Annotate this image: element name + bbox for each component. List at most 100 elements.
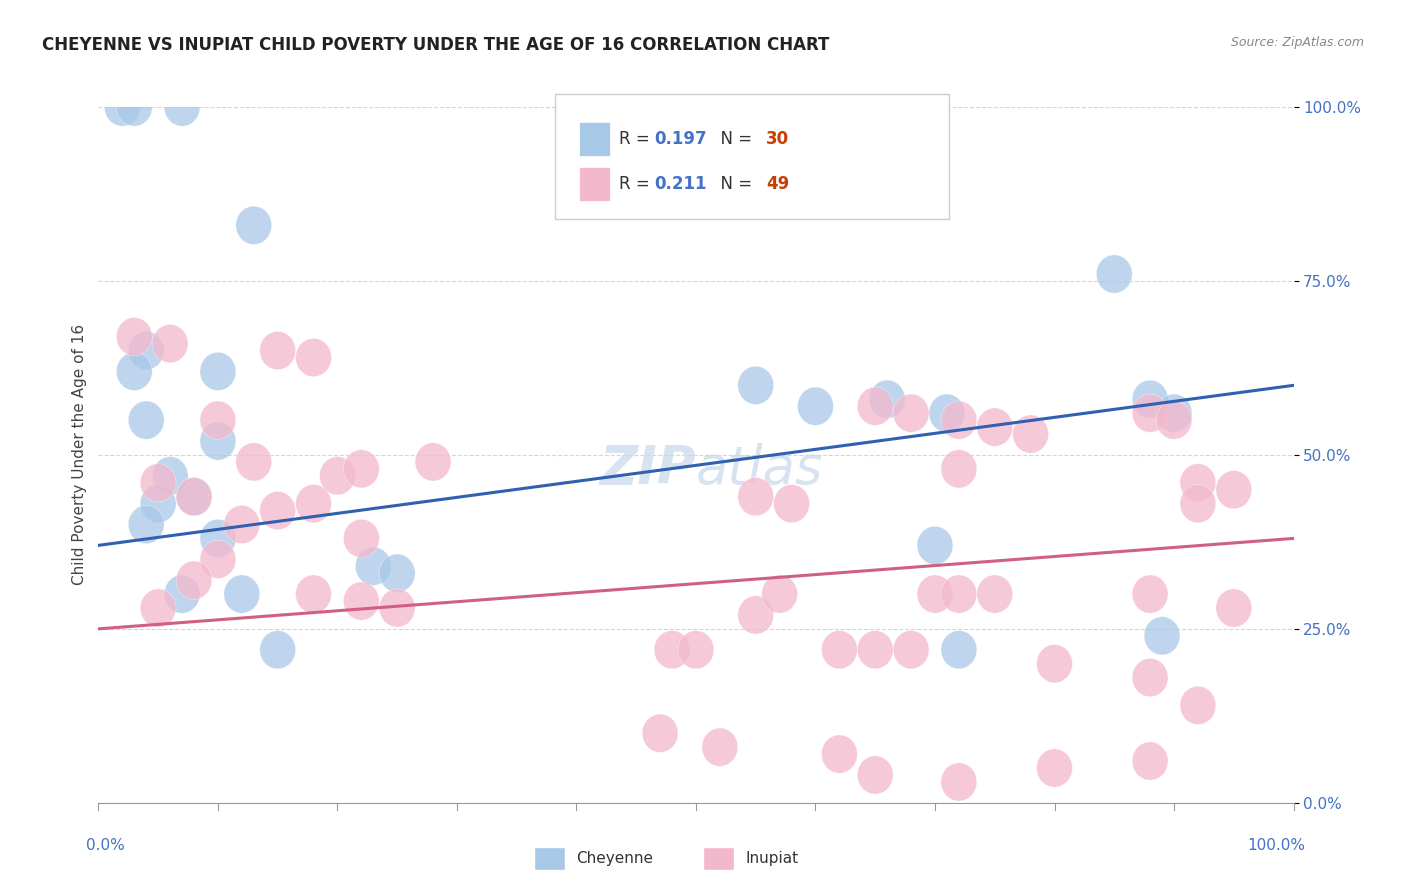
Text: atlas: atlas xyxy=(696,442,824,495)
Ellipse shape xyxy=(141,484,176,523)
Text: N =: N = xyxy=(710,130,758,148)
Text: 0.197: 0.197 xyxy=(654,130,706,148)
Ellipse shape xyxy=(224,506,260,543)
Ellipse shape xyxy=(1097,255,1132,293)
Ellipse shape xyxy=(977,575,1012,613)
Ellipse shape xyxy=(1144,616,1180,655)
Ellipse shape xyxy=(738,596,773,634)
Ellipse shape xyxy=(343,519,380,558)
Ellipse shape xyxy=(1132,575,1168,613)
Ellipse shape xyxy=(1132,742,1168,780)
Ellipse shape xyxy=(797,387,834,425)
Ellipse shape xyxy=(117,88,152,126)
Ellipse shape xyxy=(200,519,236,558)
Ellipse shape xyxy=(654,631,690,669)
Ellipse shape xyxy=(1216,471,1251,508)
Ellipse shape xyxy=(941,575,977,613)
Ellipse shape xyxy=(869,380,905,418)
Ellipse shape xyxy=(1180,464,1216,502)
Ellipse shape xyxy=(200,401,236,439)
Ellipse shape xyxy=(380,554,415,592)
Ellipse shape xyxy=(762,575,797,613)
Ellipse shape xyxy=(643,714,678,752)
Ellipse shape xyxy=(104,88,141,126)
Text: 30: 30 xyxy=(766,130,789,148)
Ellipse shape xyxy=(858,756,893,794)
Ellipse shape xyxy=(821,631,858,669)
Ellipse shape xyxy=(678,631,714,669)
Ellipse shape xyxy=(917,575,953,613)
Ellipse shape xyxy=(738,367,773,404)
Ellipse shape xyxy=(858,387,893,425)
Ellipse shape xyxy=(1156,394,1192,433)
Ellipse shape xyxy=(343,582,380,620)
Text: ZIP: ZIP xyxy=(599,442,696,495)
Ellipse shape xyxy=(117,352,152,391)
Ellipse shape xyxy=(152,325,188,363)
Ellipse shape xyxy=(224,575,260,613)
Ellipse shape xyxy=(738,477,773,516)
Ellipse shape xyxy=(702,728,738,766)
Ellipse shape xyxy=(1156,401,1192,439)
Text: Cheyenne: Cheyenne xyxy=(576,852,654,866)
Ellipse shape xyxy=(236,206,271,244)
Ellipse shape xyxy=(858,631,893,669)
Ellipse shape xyxy=(200,541,236,578)
Ellipse shape xyxy=(128,332,165,369)
Ellipse shape xyxy=(773,484,810,523)
Text: Source: ZipAtlas.com: Source: ZipAtlas.com xyxy=(1230,36,1364,49)
Ellipse shape xyxy=(128,401,165,439)
Ellipse shape xyxy=(295,575,332,613)
Text: Inupiat: Inupiat xyxy=(745,852,799,866)
Ellipse shape xyxy=(200,352,236,391)
Text: 0.211: 0.211 xyxy=(654,175,706,193)
Ellipse shape xyxy=(236,442,271,481)
Ellipse shape xyxy=(893,394,929,433)
Text: R =: R = xyxy=(619,175,655,193)
Ellipse shape xyxy=(1216,589,1251,627)
Ellipse shape xyxy=(165,575,200,613)
Text: 0.0%: 0.0% xyxy=(87,838,125,853)
Ellipse shape xyxy=(165,88,200,126)
Ellipse shape xyxy=(380,589,415,627)
Ellipse shape xyxy=(415,442,451,481)
Ellipse shape xyxy=(176,561,212,599)
Ellipse shape xyxy=(1132,658,1168,697)
Ellipse shape xyxy=(917,526,953,565)
Ellipse shape xyxy=(176,477,212,516)
Ellipse shape xyxy=(128,506,165,543)
Ellipse shape xyxy=(260,491,295,530)
Ellipse shape xyxy=(941,763,977,801)
Ellipse shape xyxy=(141,589,176,627)
Ellipse shape xyxy=(1132,394,1168,433)
Text: 49: 49 xyxy=(766,175,790,193)
Ellipse shape xyxy=(356,547,391,585)
Ellipse shape xyxy=(893,631,929,669)
Y-axis label: Child Poverty Under the Age of 16: Child Poverty Under the Age of 16 xyxy=(72,325,87,585)
Ellipse shape xyxy=(260,631,295,669)
Ellipse shape xyxy=(941,401,977,439)
Ellipse shape xyxy=(977,408,1012,446)
Ellipse shape xyxy=(941,450,977,488)
Ellipse shape xyxy=(295,338,332,376)
Ellipse shape xyxy=(1036,749,1073,787)
Ellipse shape xyxy=(343,450,380,488)
Text: CHEYENNE VS INUPIAT CHILD POVERTY UNDER THE AGE OF 16 CORRELATION CHART: CHEYENNE VS INUPIAT CHILD POVERTY UNDER … xyxy=(42,36,830,54)
Ellipse shape xyxy=(152,457,188,495)
Text: N =: N = xyxy=(710,175,758,193)
Text: 100.0%: 100.0% xyxy=(1247,838,1306,853)
Ellipse shape xyxy=(941,631,977,669)
Ellipse shape xyxy=(295,484,332,523)
Ellipse shape xyxy=(1180,484,1216,523)
Ellipse shape xyxy=(821,735,858,773)
Ellipse shape xyxy=(929,394,965,433)
Ellipse shape xyxy=(1180,686,1216,724)
Ellipse shape xyxy=(319,457,356,495)
Ellipse shape xyxy=(200,422,236,460)
Ellipse shape xyxy=(1012,415,1049,453)
Ellipse shape xyxy=(260,332,295,369)
Ellipse shape xyxy=(117,318,152,356)
Ellipse shape xyxy=(1036,645,1073,682)
Text: R =: R = xyxy=(619,130,655,148)
Ellipse shape xyxy=(176,477,212,516)
